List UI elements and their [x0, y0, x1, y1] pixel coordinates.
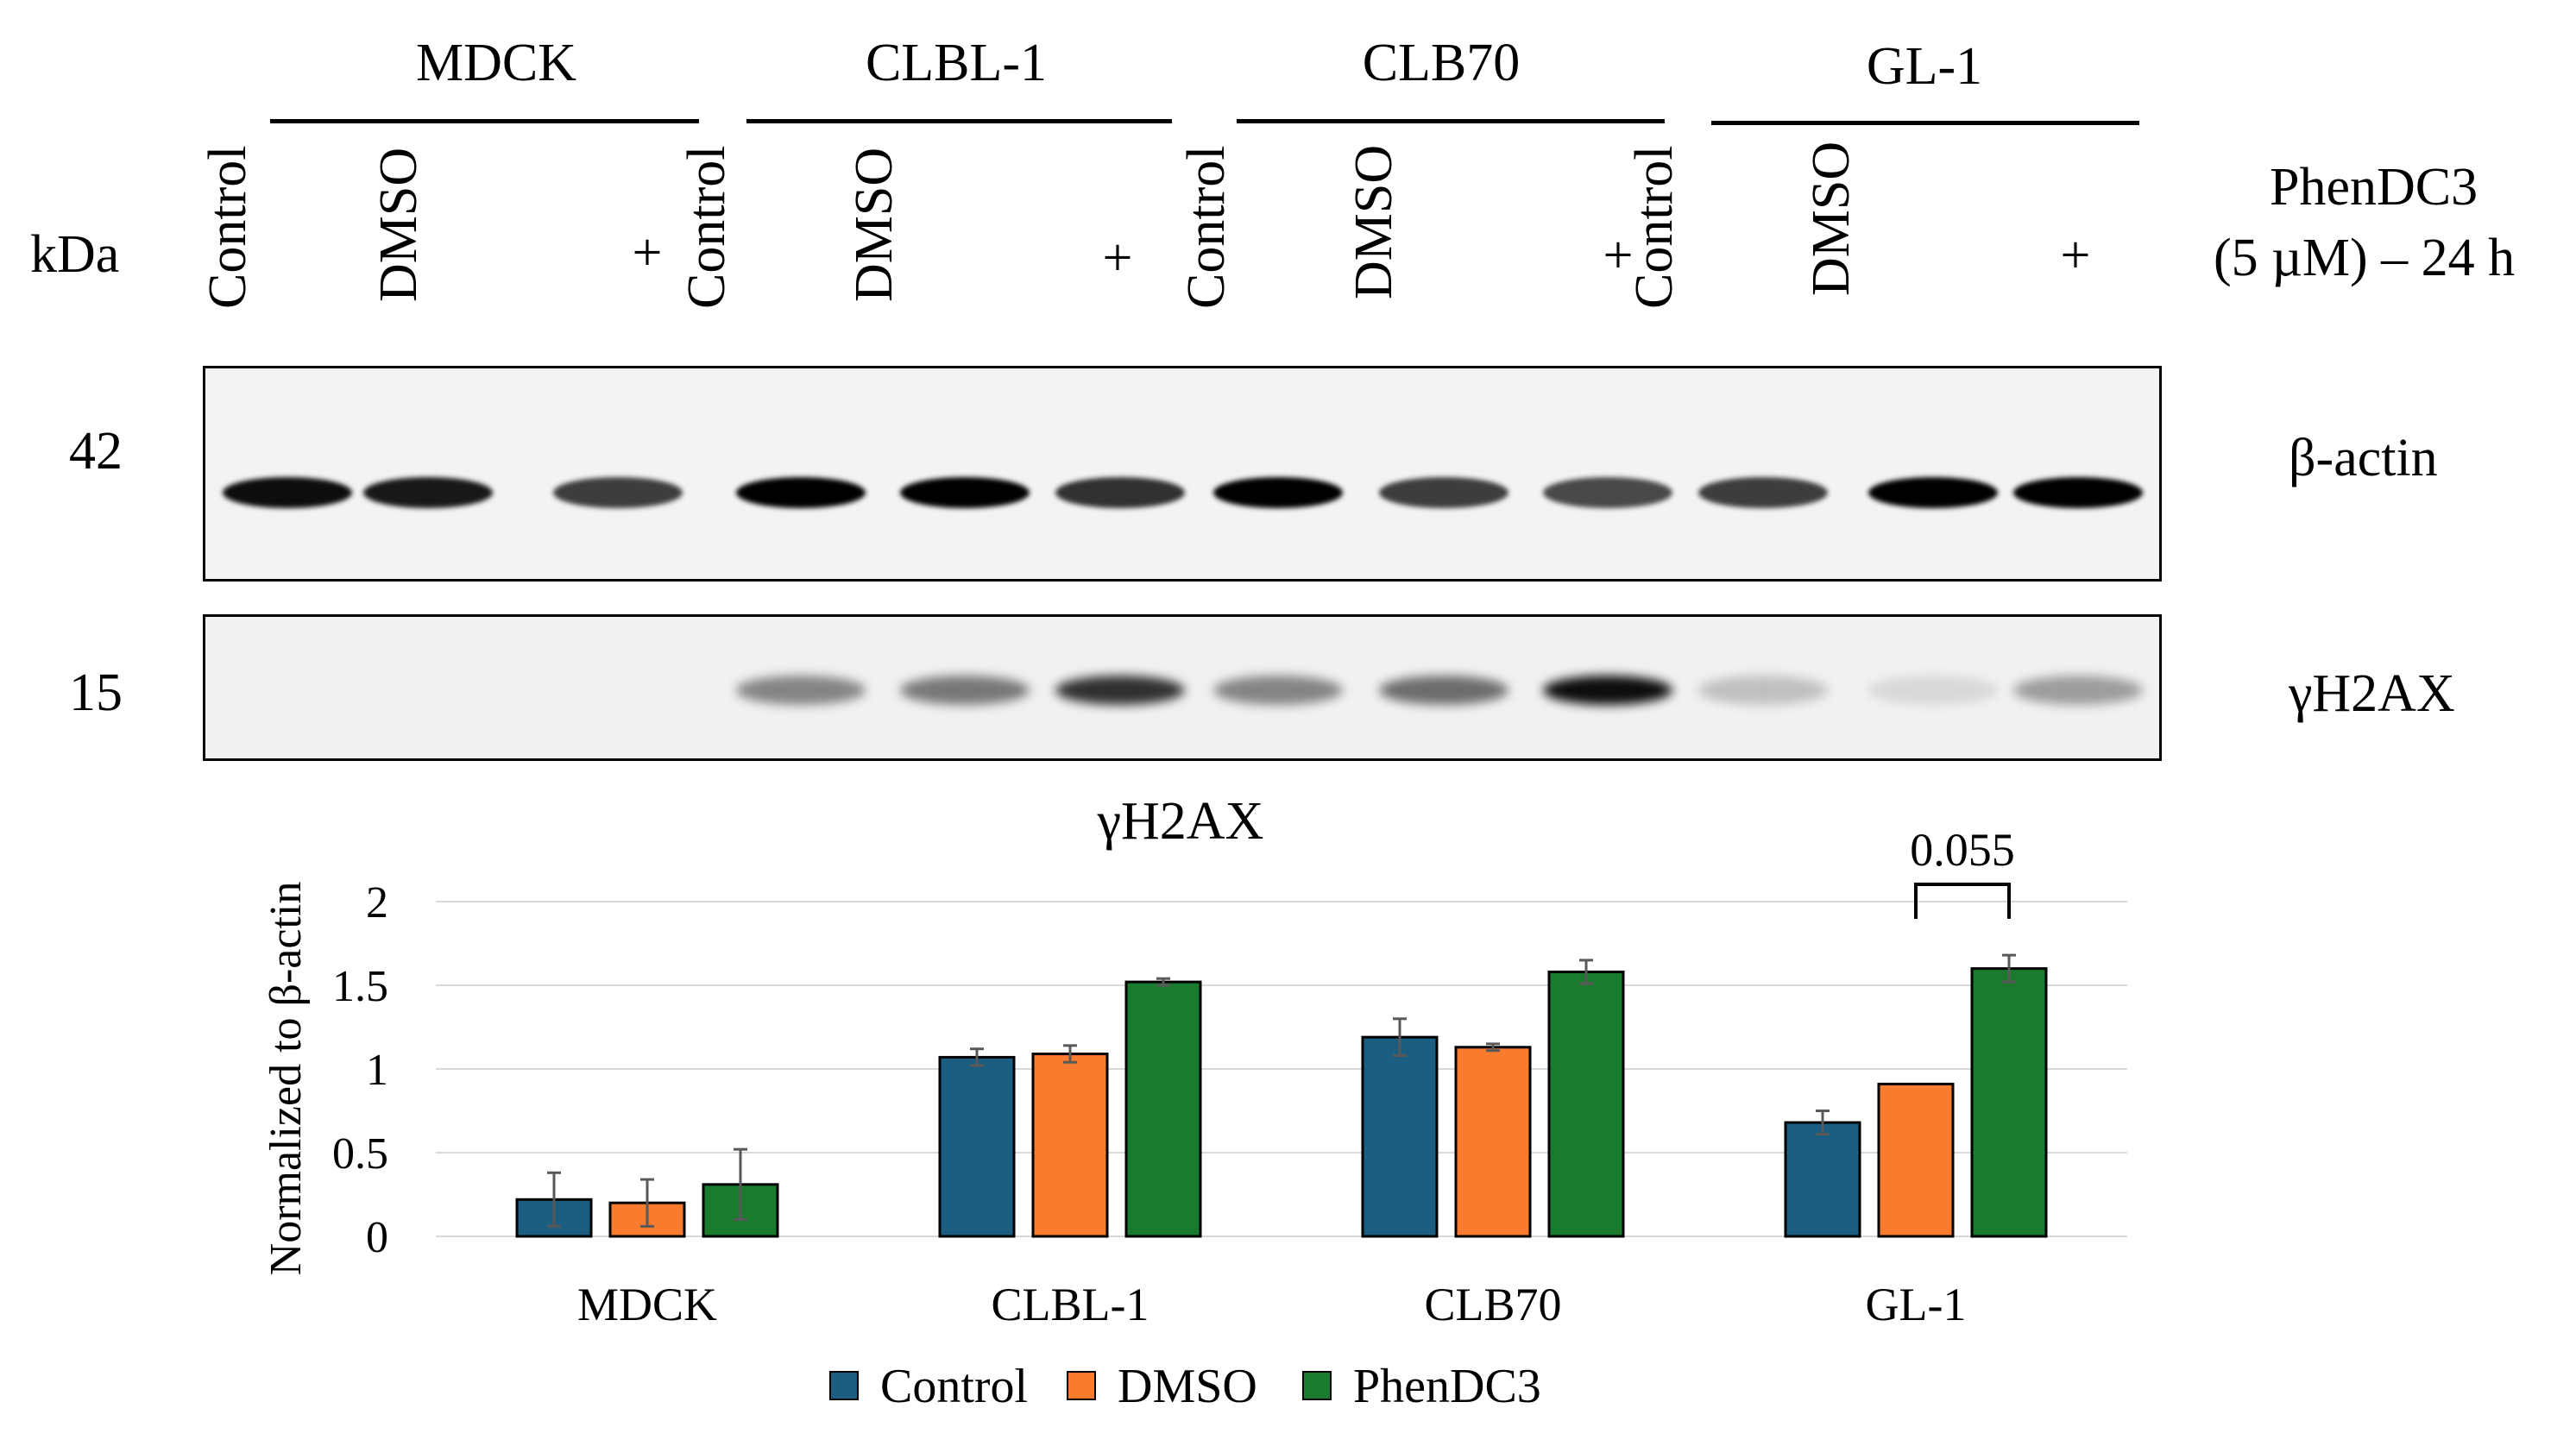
- error-bars: [547, 953, 2016, 1228]
- blot-band: [223, 477, 352, 508]
- x-tick-label: MDCK: [577, 1279, 717, 1330]
- bar-dmso-gl-1: [1877, 1082, 1955, 1238]
- group-label-clbl1: CLBL-1: [865, 34, 1048, 92]
- p-value-label: 0.055: [1910, 824, 2015, 876]
- y-tick-label: 0.5: [332, 1129, 388, 1179]
- blot-band: [1213, 477, 1343, 508]
- blot-band: [1698, 676, 1828, 705]
- group-underline-mdck: [270, 119, 699, 123]
- x-tick-label: CLB70: [1424, 1279, 1561, 1330]
- lane-label-plus: +: [1603, 226, 1634, 285]
- bar-phendc3-clb70: [1547, 970, 1625, 1238]
- y-tick-label: 1: [366, 1046, 388, 1095]
- y-axis-label: Normalized to β-actin: [261, 882, 311, 1276]
- legend: Control DMSO PhenDC3: [829, 1360, 1541, 1413]
- legend-swatch-dmso: [1067, 1371, 1096, 1400]
- legend-swatch-control: [829, 1371, 859, 1400]
- bar-phendc3-clbl-1: [1124, 980, 1202, 1238]
- blot-band: [1698, 477, 1828, 508]
- marker-15: 15: [69, 663, 123, 722]
- bar-dmso-clbl-1: [1031, 1053, 1109, 1238]
- protein-beta-actin: β-actin: [2289, 429, 2438, 487]
- significance-bracket: [1914, 883, 2011, 919]
- blot-band: [1213, 676, 1343, 705]
- blot-band: [1379, 676, 1508, 705]
- protein-gamma-h2ax: γH2AX: [2289, 664, 2455, 723]
- beta-actin-blot-image: [203, 366, 2162, 582]
- bar-phendc3-gl-1: [1970, 967, 2048, 1238]
- y-tick-label: 0: [366, 1213, 388, 1262]
- x-tick-labels: MDCK CLBL-1 CLB70 GL-1: [577, 1279, 1967, 1330]
- blot-band: [2013, 676, 2143, 705]
- blot-band: [363, 477, 493, 508]
- legend-label-control: Control: [880, 1360, 1028, 1413]
- treatment-label-line2: (5 µM) – 24 h: [2214, 229, 2516, 287]
- chart-title: γH2AX: [1097, 792, 1264, 851]
- significance-annotation: 0.055: [1910, 824, 2015, 919]
- group-label-clb70: CLB70: [1362, 34, 1521, 92]
- lane-label-plus: +: [2060, 226, 2091, 285]
- bar-dmso-clb70: [1454, 1046, 1532, 1238]
- blot-band: [1379, 477, 1508, 508]
- blot-band: [1055, 676, 1185, 705]
- group-label-mdck: MDCK: [415, 34, 577, 92]
- blot-band: [553, 477, 683, 508]
- marker-42: 42: [69, 422, 123, 481]
- gridlines: [436, 901, 2127, 1237]
- group-underline-clb70: [1237, 119, 1665, 123]
- blot-band: [736, 676, 866, 705]
- legend-label-phendc3: PhenDC3: [1353, 1360, 1541, 1413]
- x-tick-label: GL-1: [1866, 1279, 1967, 1330]
- kda-label: kDa: [30, 225, 120, 284]
- blot-band: [1543, 477, 1672, 508]
- blot-band: [1868, 477, 1998, 508]
- lane-label-plus: +: [1102, 229, 1133, 287]
- blot-band: [1055, 477, 1185, 508]
- bar-control-gl-1: [1784, 1121, 1861, 1238]
- blot-band: [736, 477, 866, 508]
- group-underline-gl1: [1711, 121, 2139, 125]
- blot-band: [1543, 676, 1672, 705]
- group-label-gl1: GL-1: [1866, 37, 1983, 96]
- bar-control-clbl-1: [938, 1055, 1016, 1238]
- bar-control-clb70: [1361, 1035, 1439, 1238]
- bars: [515, 967, 2048, 1238]
- y-tick-labels: 0 0.5 1 1.5 2: [332, 878, 388, 1262]
- blot-band: [900, 676, 1030, 705]
- x-tick-label: CLBL-1: [992, 1279, 1149, 1330]
- lane-label-plus: +: [632, 223, 663, 282]
- legend-swatch-phendc3: [1302, 1371, 1332, 1400]
- blot-band: [2013, 477, 2143, 508]
- blot-band: [1868, 676, 1998, 705]
- group-underline-clbl1: [746, 119, 1172, 123]
- blot-band: [900, 477, 1030, 508]
- gamma-h2ax-blot-image: [203, 614, 2162, 761]
- y-tick-label: 2: [366, 878, 388, 927]
- treatment-label-line1: PhenDC3: [2270, 158, 2478, 217]
- legend-label-dmso: DMSO: [1118, 1360, 1257, 1413]
- y-tick-label: 1.5: [332, 962, 388, 1011]
